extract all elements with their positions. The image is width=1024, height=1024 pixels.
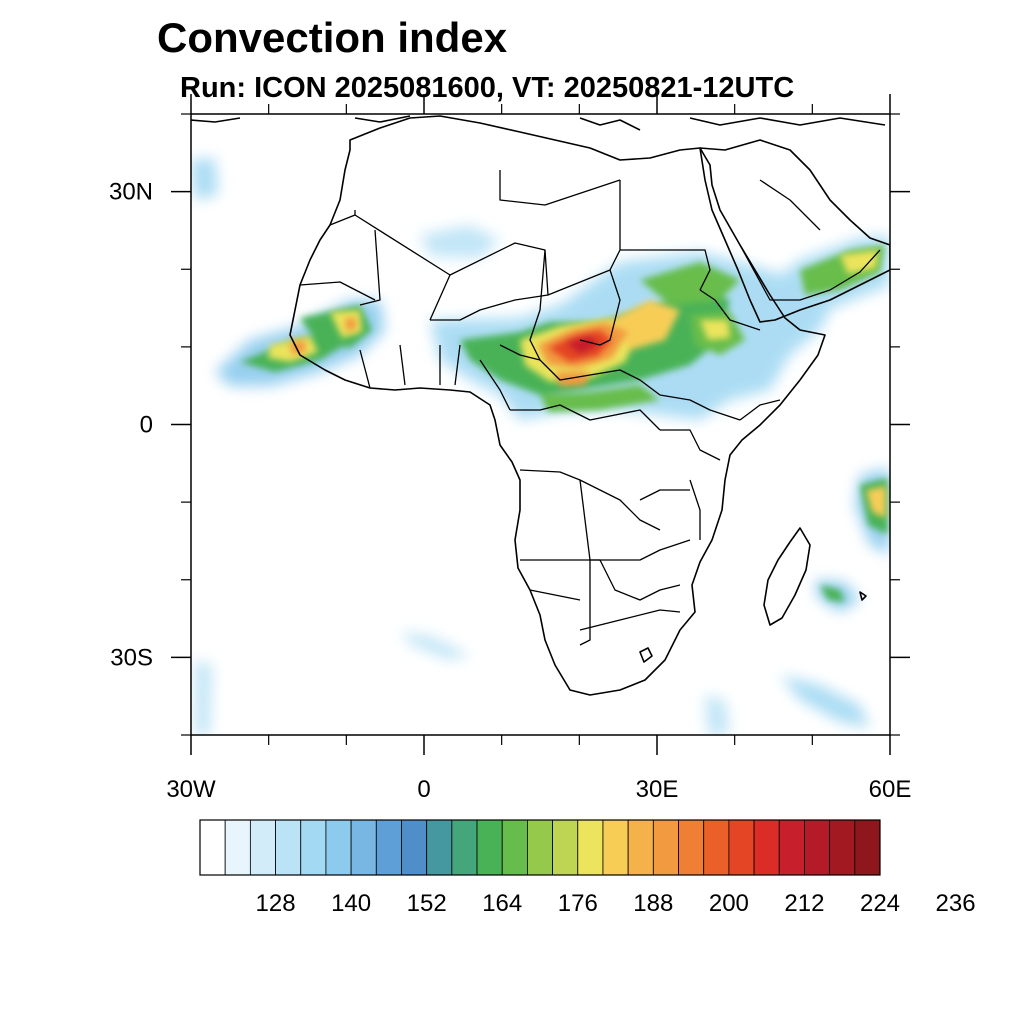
- lat-tick-label: 30N: [109, 179, 153, 206]
- colorbar-label: 212: [784, 890, 824, 917]
- colorbar-swatch: [426, 819, 453, 876]
- colorbar: 128 140 152 164 176 188 200 212 224 236: [199, 819, 976, 917]
- lon-tick-label: 30E: [636, 776, 679, 803]
- convection-field: [191, 158, 890, 735]
- colorbar-swatch: [527, 819, 553, 876]
- colorbar-swatch: [224, 819, 251, 876]
- colorbar-swatch: [804, 819, 831, 876]
- colorbar-swatch: [401, 819, 428, 876]
- coastlines: [191, 115, 890, 696]
- country-borders: [299, 170, 881, 646]
- colorbar-swatch: [778, 819, 805, 876]
- colorbar-swatch: [652, 819, 679, 876]
- colorbar-swatch: [350, 819, 377, 876]
- colorbar-label: 128: [256, 890, 296, 917]
- colorbar-label: 164: [482, 890, 522, 917]
- chart-title: Convection index: [157, 14, 508, 61]
- map-axes: 30N 0 30S 30W 0 30E 60E: [109, 94, 911, 803]
- lon-tick-label: 30W: [166, 776, 216, 803]
- lon-tick-label: 0: [417, 776, 430, 803]
- colorbar-swatch: [199, 819, 226, 876]
- colorbar-swatch: [552, 819, 579, 876]
- colorbar-swatch: [476, 819, 503, 876]
- colorbar-swatch: [602, 819, 629, 876]
- colorbar-label: 236: [936, 890, 976, 917]
- colorbar-swatch: [275, 819, 302, 876]
- chart-subtitle: Run: ICON 2025081600, VT: 20250821-12UTC: [180, 72, 795, 104]
- colorbar-label: 224: [860, 890, 900, 917]
- colorbar-swatch: [300, 819, 327, 876]
- colorbar-swatch: [854, 819, 881, 876]
- colorbar-label: 188: [633, 890, 673, 917]
- lat-tick-label: 30S: [110, 644, 153, 671]
- colorbar-swatch: [829, 819, 856, 876]
- colorbar-label: 140: [331, 890, 371, 917]
- colorbar-swatch: [728, 819, 755, 876]
- colorbar-swatch: [703, 819, 730, 876]
- colorbar-swatch: [577, 819, 604, 876]
- map-area: [191, 115, 890, 735]
- lat-tick-label: 0: [140, 412, 153, 439]
- colorbar-swatch: [501, 819, 528, 876]
- colorbar-swatch: [375, 819, 402, 876]
- lon-tick-label: 60E: [869, 776, 912, 803]
- colorbar-swatch: [451, 819, 478, 876]
- colorbar-label: 200: [709, 890, 749, 917]
- colorbar-swatch: [249, 819, 276, 876]
- colorbar-label: 152: [407, 890, 447, 917]
- colorbar-swatch: [325, 819, 352, 876]
- map-frame: [190, 113, 891, 736]
- colorbar-swatch: [753, 819, 780, 876]
- colorbar-swatch: [627, 819, 654, 876]
- colorbar-label: 176: [558, 890, 598, 917]
- colorbar-frame: [199, 819, 881, 876]
- colorbar-swatch: [678, 819, 705, 876]
